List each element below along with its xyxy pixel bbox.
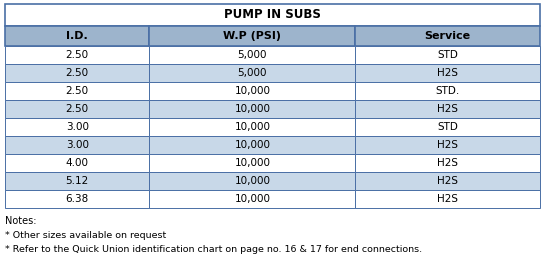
Bar	[5, 82, 150, 100]
Bar	[5, 100, 150, 118]
Text: 3.00: 3.00	[66, 122, 89, 132]
Bar	[355, 136, 540, 154]
Bar	[355, 46, 540, 64]
Bar	[355, 190, 540, 208]
Bar	[150, 100, 355, 118]
Bar	[150, 26, 355, 46]
Text: H2S: H2S	[437, 194, 458, 204]
Text: Service: Service	[425, 31, 471, 41]
Text: 10,000: 10,000	[234, 104, 271, 114]
Bar	[150, 64, 355, 82]
Text: 5.12: 5.12	[65, 176, 89, 186]
Bar	[150, 154, 355, 172]
Text: STD: STD	[437, 122, 458, 132]
Text: 5,000: 5,000	[238, 68, 267, 78]
Text: H2S: H2S	[437, 140, 458, 150]
Text: 2.50: 2.50	[65, 50, 89, 60]
Text: * Other sizes available on request: * Other sizes available on request	[5, 230, 166, 240]
Text: 10,000: 10,000	[234, 176, 271, 186]
Bar	[5, 136, 150, 154]
Text: 10,000: 10,000	[234, 158, 271, 168]
Bar	[5, 172, 150, 190]
Bar	[5, 190, 150, 208]
Text: 10,000: 10,000	[234, 122, 271, 132]
Bar	[150, 172, 355, 190]
Text: * Refer to the Quick Union identification chart on page no. 16 & 17 for end conn: * Refer to the Quick Union identificatio…	[5, 244, 422, 254]
Bar	[355, 64, 540, 82]
Bar	[5, 64, 150, 82]
Text: 10,000: 10,000	[234, 86, 271, 96]
Bar	[150, 190, 355, 208]
Bar	[355, 154, 540, 172]
Text: H2S: H2S	[437, 68, 458, 78]
Text: 3.00: 3.00	[66, 140, 89, 150]
Bar	[150, 118, 355, 136]
Bar	[355, 100, 540, 118]
Text: H2S: H2S	[437, 158, 458, 168]
Text: STD: STD	[437, 50, 458, 60]
Bar	[355, 118, 540, 136]
Text: Notes:: Notes:	[5, 216, 36, 226]
Bar	[355, 172, 540, 190]
Bar	[150, 82, 355, 100]
Bar	[150, 136, 355, 154]
Bar	[5, 26, 150, 46]
Bar	[355, 82, 540, 100]
Bar	[5, 118, 150, 136]
Bar	[355, 26, 540, 46]
Text: 5,000: 5,000	[238, 50, 267, 60]
Text: 10,000: 10,000	[234, 194, 271, 204]
Text: H2S: H2S	[437, 176, 458, 186]
Text: PUMP IN SUBS: PUMP IN SUBS	[224, 9, 321, 21]
Text: 2.50: 2.50	[65, 68, 89, 78]
Text: 10,000: 10,000	[234, 140, 271, 150]
Bar	[150, 46, 355, 64]
Bar	[5, 154, 150, 172]
Text: W.P (PSI): W.P (PSI)	[223, 31, 282, 41]
Text: 2.50: 2.50	[65, 86, 89, 96]
Text: 2.50: 2.50	[65, 104, 89, 114]
Text: H2S: H2S	[437, 104, 458, 114]
Text: I.D.: I.D.	[67, 31, 88, 41]
Bar	[5, 46, 150, 64]
Text: 6.38: 6.38	[65, 194, 89, 204]
Text: 4.00: 4.00	[66, 158, 89, 168]
Bar	[5, 4, 540, 26]
Text: STD.: STD.	[436, 86, 460, 96]
